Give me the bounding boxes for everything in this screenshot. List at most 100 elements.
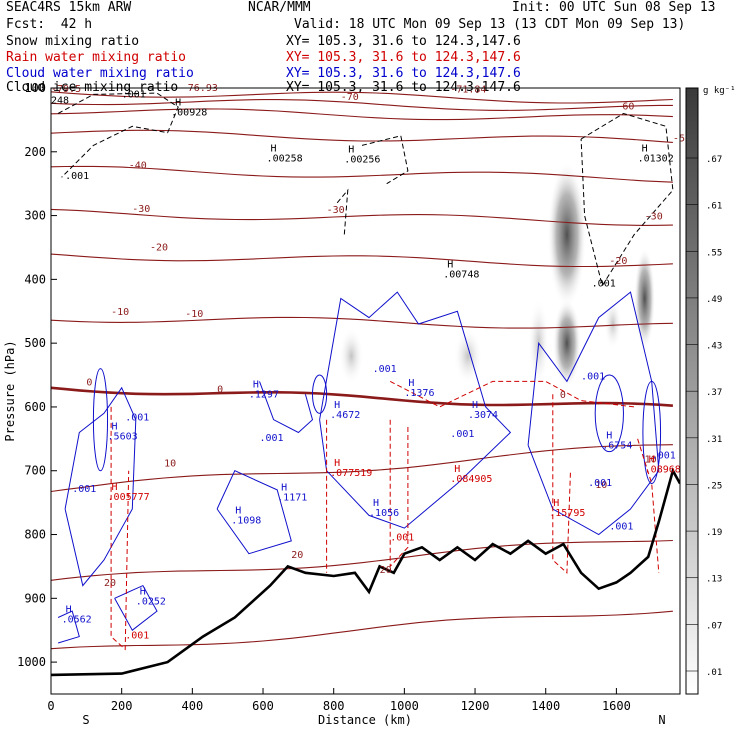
x-tick-label: 1200 [461,699,490,713]
cloud-ice-contours [57,92,674,287]
cloud-ice-contour [580,112,674,287]
cloud-water-labels-label: .001 [609,521,633,532]
temperature-contour [51,208,673,226]
cloud-water-labels-label: .001 [588,478,612,489]
terrain-surface [51,467,680,677]
snow-shade-blob [552,298,582,388]
cloud-water-maxima-label: .5603 [108,431,138,442]
y-tick-label: 1000 [17,655,46,669]
cloud-water-contour [57,610,80,644]
max-marker: H [472,400,478,411]
cloud-water-maxima-label: .6754 [602,440,632,451]
y-tick-label: 800 [24,528,46,542]
temperature-contour [51,539,673,581]
y-tick-label: 700 [24,464,46,478]
temperature-contours-label: 0 [86,377,92,388]
cloud-water-core-contour [92,368,109,472]
temperature-contour [51,610,673,650]
cloud-water-labels-label: .001 [373,364,397,375]
x-axis-label: Distance (km) [318,713,412,727]
temperature-contours-label: -20 [150,243,168,254]
temperature-contours-label: 10 [645,454,657,465]
max-marker: H [334,400,340,411]
rain-maxima-label: .005777 [108,492,150,503]
colorbar-label: .67 [706,155,722,165]
rain-contours [110,380,660,651]
colorbar-label: .01 [706,668,722,678]
temperature-contours-label: -76.93 [182,83,218,94]
colorbar-unit: g kg⁻¹ [703,86,736,96]
rain-contour [389,380,635,408]
max-marker: H [447,259,453,270]
temperature-contour [51,129,673,143]
max-marker: H [408,378,414,389]
field-xy-cloud-water: XY= 105.3, 31.6 to 124.3,147.6 [286,66,521,81]
cloud-ice-contour [57,92,179,178]
x-tick-label: 200 [111,699,133,713]
temperature-contours-label: -79.5 [51,84,81,95]
y-tick-label: 500 [24,336,46,350]
colorbar-label: .37 [706,388,722,398]
max-marker: H [281,483,287,494]
rain-contour [637,438,660,573]
snow-shading [338,161,656,388]
rain-maxima-label: .08968 [645,465,681,476]
cloud-water-maxima-label: .4672 [330,410,360,421]
cloud-water-contour [114,584,158,631]
cloud-water-maxima-label: .1171 [277,493,307,504]
colorbar-label: .25 [706,481,722,491]
colorbar-label: .13 [706,575,722,585]
max-marker: H [454,464,460,475]
temperature-contours-label: -20 [609,256,627,267]
cloud-water-labels-label: .001 [125,412,149,423]
colorbar-label: .07 [706,621,722,631]
rain-labels-label: .001 [390,532,414,543]
max-marker: H [334,458,340,469]
max-marker: H [373,498,379,509]
temperature-contours-label: -71.84 [450,84,486,95]
x-tick-label: 1400 [531,699,560,713]
colorbar-label: .61 [706,202,722,212]
cloud-water-maxima-label: .0562 [62,615,92,626]
colorbar-label: .19 [706,528,722,538]
max-marker: H [235,506,241,517]
rain-labels-label: .001 [125,631,149,642]
snow-shade-blob [453,327,483,385]
init-time: Init: 00 UTC Sun 08 Sep 13 [512,0,716,15]
y-tick-label: 600 [24,400,46,414]
x-tick-label: 800 [323,699,345,713]
cloud-water-maxima-label: .1376 [404,388,434,399]
field-xy-rain: XY= 105.3, 31.6 to 124.3,147.6 [286,50,521,65]
temperature-contours-label: 0 [217,384,223,395]
temperature-contour [51,316,673,329]
rain-maxima-label: .077519 [330,468,372,479]
cloud-water-contours [57,291,662,644]
rain-maxima-label: .084905 [450,474,492,485]
y-tick-label: 200 [24,145,46,159]
temperature-contours-label: -60 [616,102,634,113]
cloud-water-contour [64,386,137,587]
temperature-contour [51,253,673,268]
max-marker: H [140,587,146,598]
cloud-ice-maxima-label: .01302 [638,153,674,164]
cloud-water-labels-label: .001 [652,451,676,462]
x-tick-label: 0 [47,699,54,713]
temperature-contours-label: -10 [185,309,203,320]
rain-contour [389,419,409,568]
x-tick-label: 600 [252,699,274,713]
max-marker: H [553,498,559,509]
x-tick-label: 1000 [390,699,419,713]
max-marker: H [112,421,118,432]
temperature-contours-label: -30 [327,205,345,216]
max-marker: H [253,379,259,390]
temperature-contours-label: 20 [380,565,392,576]
temperature-contour [51,99,673,111]
snow-shade-blob [604,298,622,350]
max-marker: H [642,143,648,154]
rain-contour [552,394,571,574]
cloud-ice-maxima-label: .00256 [344,155,380,166]
cloud-ice-maxima-label: .00258 [267,153,303,164]
valid-time: Valid: 18 UTC Mon 09 Sep 13 (13 CDT Mon … [294,17,686,32]
max-marker: H [271,143,277,154]
